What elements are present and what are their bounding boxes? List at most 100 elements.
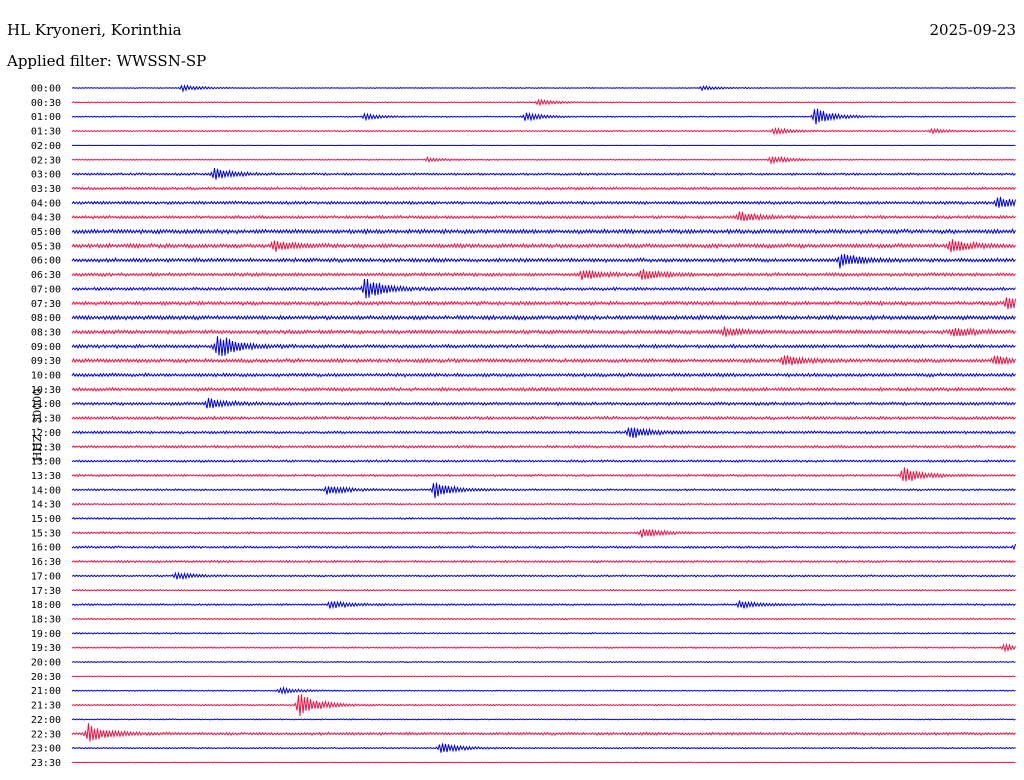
trace-line — [71, 571, 1016, 581]
trace-line — [71, 269, 1016, 280]
time-tick-label: 10:00 — [31, 371, 61, 382]
time-tick-label: 09:00 — [31, 342, 61, 353]
trace-line — [71, 502, 1016, 506]
time-tick-label: 21:00 — [31, 686, 61, 697]
trace-line — [71, 167, 1016, 180]
trace-line — [71, 297, 1016, 310]
trace-line — [71, 631, 1016, 635]
trace-line — [71, 84, 1016, 93]
time-tick-label: 03:30 — [31, 184, 61, 195]
time-tick-label: 05:00 — [31, 227, 61, 238]
time-tick-label: 08:30 — [31, 327, 61, 338]
trace-line — [71, 600, 1016, 610]
trace-line — [71, 144, 1016, 147]
trace-line — [71, 228, 1016, 236]
trace-line — [71, 239, 1016, 253]
time-tick-label: 22:00 — [31, 715, 61, 726]
trace-line — [71, 718, 1016, 721]
time-tick-label: 15:00 — [31, 514, 61, 525]
trace-line — [71, 372, 1016, 378]
time-tick-label: 19:00 — [31, 629, 61, 640]
time-tick-label: 12:30 — [31, 442, 61, 453]
time-tick-label: 13:30 — [31, 471, 61, 482]
trace-line — [71, 211, 1016, 222]
time-tick-label: 07:00 — [31, 284, 61, 295]
time-tick-label: 07:30 — [31, 299, 61, 310]
trace-line — [71, 459, 1016, 464]
time-tick-label: 15:30 — [31, 528, 61, 539]
time-tick-label: 06:30 — [31, 270, 61, 281]
time-tick-label: 17:00 — [31, 571, 61, 582]
time-tick-label: 09:30 — [31, 356, 61, 367]
time-tick-label: 03:00 — [31, 170, 61, 181]
trace-line — [71, 355, 1016, 366]
trace-line — [71, 543, 1016, 551]
trace-line — [71, 588, 1016, 592]
trace-line — [71, 686, 1016, 696]
trace-line — [71, 528, 1016, 538]
time-tick-label: 17:30 — [31, 586, 61, 597]
time-tick-label: 00:30 — [31, 98, 61, 109]
time-tick-label: 18:30 — [31, 614, 61, 625]
time-tick-label: 19:30 — [31, 643, 61, 654]
time-tick-label: 05:30 — [31, 241, 61, 252]
time-tick-label: 16:00 — [31, 543, 61, 554]
time-tick-label: 22:30 — [31, 729, 61, 740]
trace-line — [71, 617, 1016, 621]
trace-line — [71, 642, 1016, 653]
trace-line — [71, 723, 1016, 742]
time-tick-label: 01:00 — [31, 112, 61, 123]
trace-line — [71, 516, 1016, 521]
time-tick-label: 12:00 — [31, 428, 61, 439]
trace-line — [71, 467, 1016, 482]
time-tick-label: 14:30 — [31, 500, 61, 511]
trace-line — [71, 398, 1016, 409]
trace-line — [71, 559, 1016, 564]
time-tick-label: 11:30 — [31, 414, 61, 425]
trace-line — [71, 253, 1016, 269]
trace-line — [71, 386, 1016, 393]
trace-line — [71, 108, 1016, 125]
time-tick-label: 23:00 — [31, 744, 61, 755]
time-tick-label: 23:30 — [31, 758, 61, 769]
time-tick-label: 14:00 — [31, 485, 61, 496]
filter-label: Applied filter: WWSSN-SP — [7, 52, 207, 70]
trace-line — [71, 196, 1016, 208]
trace-line — [71, 444, 1016, 450]
station-title: HL Kryoneri, Korinthia — [7, 21, 182, 39]
time-tick-label: 02:00 — [31, 141, 61, 152]
time-tick-label: 04:30 — [31, 213, 61, 224]
trace-line — [71, 761, 1016, 764]
trace-line — [71, 126, 1016, 136]
trace-line — [71, 427, 1016, 439]
time-tick-label: 04:00 — [31, 198, 61, 209]
trace-line — [71, 482, 1016, 499]
trace-line — [71, 314, 1016, 321]
time-tick-label: 10:30 — [31, 385, 61, 396]
time-tick-label: 06:00 — [31, 256, 61, 267]
trace-line — [71, 415, 1016, 421]
time-tick-label: 20:00 — [31, 658, 61, 669]
time-tick-label: 00:00 — [31, 84, 61, 95]
trace-line — [71, 98, 1016, 107]
time-tick-label: 18:00 — [31, 600, 61, 611]
trace-line — [71, 326, 1016, 337]
trace-line — [71, 336, 1016, 357]
time-tick-label: 02:30 — [31, 155, 61, 166]
time-tick-label: 21:30 — [31, 701, 61, 712]
time-tick-label: 16:30 — [31, 557, 61, 568]
date-label: 2025-09-23 — [929, 21, 1016, 39]
trace-line — [71, 278, 1016, 299]
trace-line — [71, 155, 1016, 165]
time-tick-label: 20:30 — [31, 672, 61, 683]
trace-line — [71, 186, 1016, 191]
trace-line — [71, 694, 1016, 717]
trace-line — [71, 743, 1016, 753]
time-tick-label: 11:00 — [31, 399, 61, 410]
time-tick-label: 01:30 — [31, 127, 61, 138]
time-tick-label: 13:00 — [31, 457, 61, 468]
trace-line — [71, 660, 1016, 664]
time-tick-label: 08:00 — [31, 313, 61, 324]
trace-line — [71, 675, 1016, 678]
